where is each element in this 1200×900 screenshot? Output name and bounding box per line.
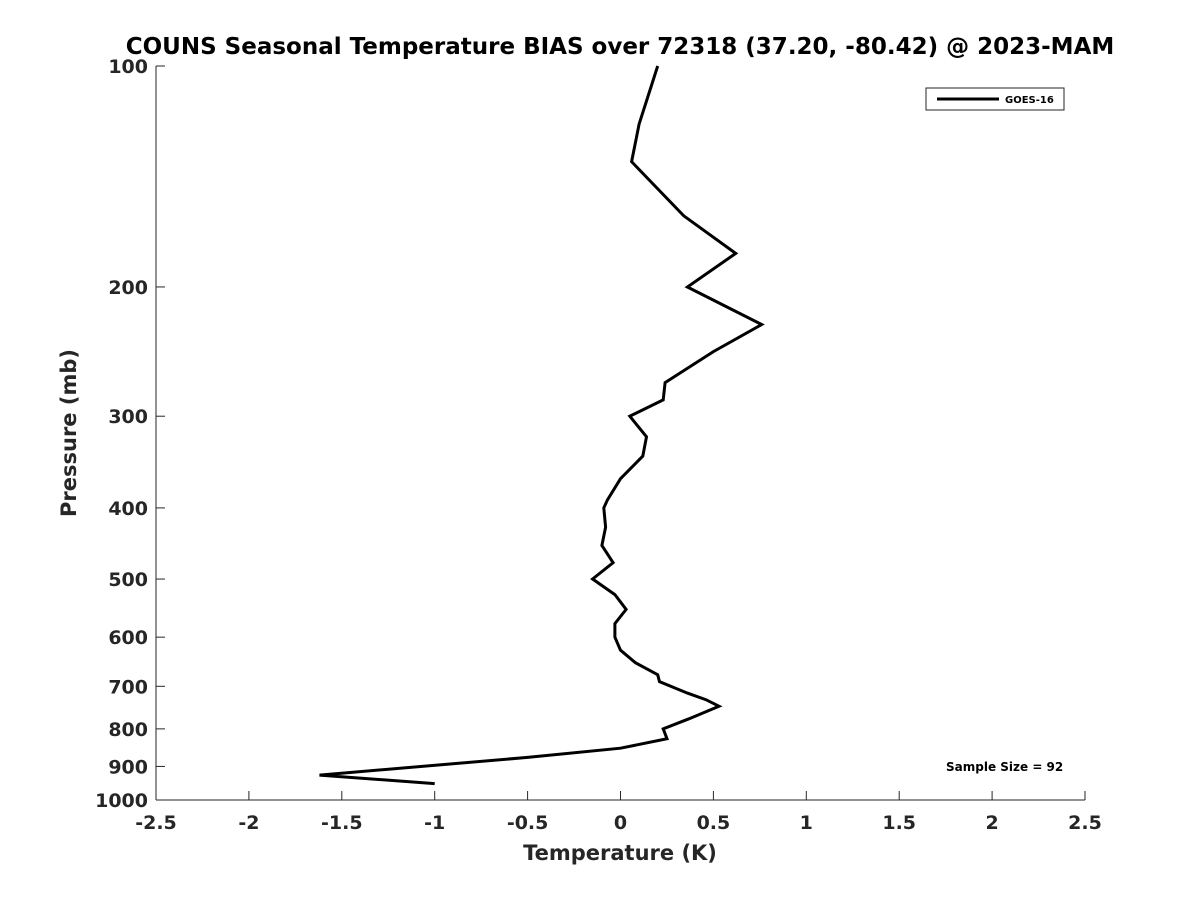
x-tick-label: 2.5 <box>1068 812 1102 834</box>
x-tick-label: -1 <box>424 812 445 834</box>
x-tick-label: -0.5 <box>507 812 549 834</box>
y-axis-ticks: 100 200 300 400 500 600 700 800 900 1000 <box>95 56 165 812</box>
series-line-goes16 <box>319 65 765 786</box>
x-tick-label: -2.5 <box>135 812 177 834</box>
x-axis-label: Temperature (K) <box>523 841 717 865</box>
series-layer <box>319 65 765 786</box>
x-tick-label: -2 <box>238 812 259 834</box>
x-tick-label: 2 <box>985 812 998 834</box>
y-tick-label: 700 <box>108 676 148 698</box>
x-tick-label: 0 <box>614 812 627 834</box>
y-axis-label: Pressure (mb) <box>57 349 81 517</box>
y-tick-label: 400 <box>108 498 148 520</box>
y-tick-label: 600 <box>108 627 148 649</box>
legend: GOES-16 <box>925 87 1065 111</box>
y-tick-label: 900 <box>108 756 148 778</box>
x-axis-ticks: -2.5 -2 -1.5 -1 -0.5 0 0.5 1 1.5 2 2.5 <box>135 791 1102 834</box>
y-tick-label: 200 <box>108 277 148 299</box>
x-tick-label: 0.5 <box>697 812 731 834</box>
sample-size-annotation: Sample Size = 92 <box>946 760 1063 774</box>
y-tick-label: 100 <box>108 56 148 78</box>
x-tick-label: 1 <box>800 812 813 834</box>
y-tick-label: 1000 <box>95 790 148 812</box>
legend-label-goes16: GOES-16 <box>1005 95 1054 106</box>
y-tick-label: 500 <box>108 569 148 591</box>
x-tick-label: 1.5 <box>882 812 916 834</box>
y-tick-label: 300 <box>108 406 148 428</box>
x-tick-label: -1.5 <box>321 812 363 834</box>
y-tick-label: 800 <box>108 719 148 741</box>
chart-title: COUNS Seasonal Temperature BIAS over 723… <box>126 34 1115 60</box>
